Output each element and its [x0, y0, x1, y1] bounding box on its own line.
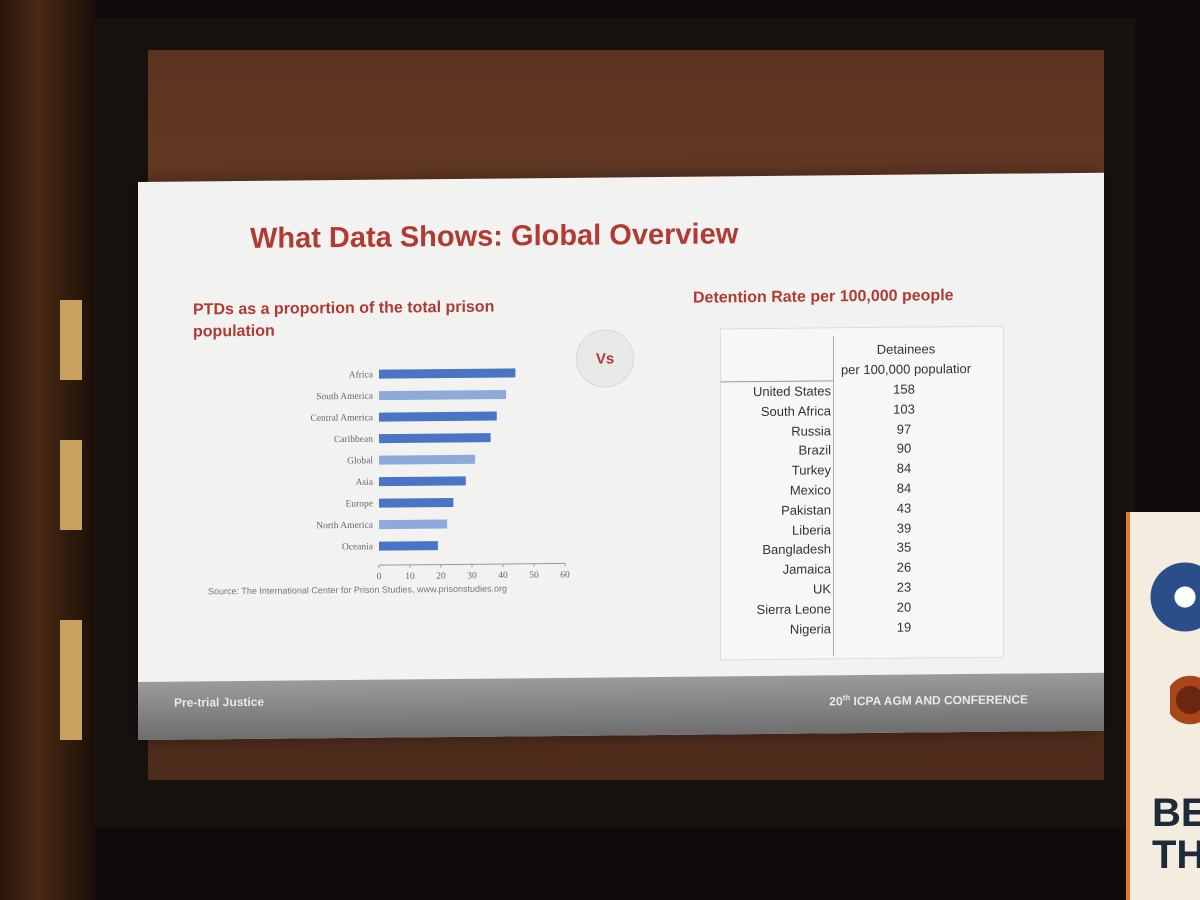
table-value-cell: 39	[896, 520, 912, 536]
chart-bar	[379, 411, 497, 422]
chart-x-tick-label: 40	[498, 571, 508, 581]
banner-line-1: BE	[1152, 791, 1200, 835]
table-value-cell: 97	[896, 421, 912, 437]
detention-table: Detainees per 100,000 populatior 158 103 9…	[720, 325, 1004, 661]
table-country-cell: Pakistan	[781, 502, 831, 518]
flower-icon	[1170, 672, 1200, 728]
chart-bar	[379, 497, 454, 508]
chart-x-tick-label: 30	[467, 571, 477, 581]
vs-label: Vs	[595, 349, 615, 368]
slide-footer: Pre-trial Justice 20th ICPA AGM AND CONF…	[138, 672, 1104, 740]
table-country-cell: Jamaica	[782, 561, 831, 577]
ptd-bar-chart: Africa South America Central America Caribb…	[310, 368, 570, 582]
decor-stripe	[60, 620, 82, 740]
footer-number: 20	[829, 694, 843, 709]
table-value-cell: 158	[893, 381, 915, 397]
table-value-cell: 84	[896, 480, 912, 496]
table-value-cell: 35	[896, 539, 912, 556]
conference-banner: BE TH	[1126, 512, 1200, 900]
chart-x-tick-label: 0	[377, 572, 382, 582]
table-country-cell: Turkey	[791, 462, 831, 478]
table-value-cell: 43	[896, 500, 912, 516]
banner-line-2: TH	[1152, 833, 1200, 877]
chart-bar	[379, 368, 516, 379]
chart-x-tick-label: 10	[405, 572, 415, 582]
decor-stripe	[60, 300, 82, 380]
chart-x-tick-label: 60	[560, 570, 570, 580]
chart-x-tick-label: 20	[436, 572, 446, 582]
chart-bar	[379, 389, 507, 401]
table-value-cell: 103	[893, 401, 915, 417]
chart-bar	[379, 519, 448, 530]
table-country-cell: Brazil	[798, 442, 831, 459]
slide-title: What Data Shows: Global Overview	[250, 218, 739, 255]
banner-text: BE TH	[1152, 792, 1200, 876]
footer-right-text: 20th ICPA AGM AND CONFERENCE	[829, 691, 1028, 708]
chart-bar	[379, 454, 476, 465]
footer-left-text: Pre-trial Justice	[174, 694, 265, 710]
chart-category-label: Africa	[349, 369, 374, 380]
table-country-cell: United States	[752, 383, 831, 400]
table-country-cell: Bangladesh	[762, 541, 831, 558]
table-country-cell: Mexico	[789, 482, 831, 498]
chart-bar	[379, 541, 438, 551]
presentation-slide: What Data Shows: Global Overview PTDs as…	[138, 172, 1104, 740]
conference-logo-icon	[1150, 552, 1200, 642]
chart-category-label: South America	[316, 392, 374, 403]
chart-bar	[379, 433, 491, 444]
table-value-cell: 19	[896, 619, 912, 635]
table-value-cell: 84	[896, 460, 912, 476]
footer-conference: ICPA AGM AND CONFERENCE	[850, 692, 1028, 709]
vs-badge: Vs	[576, 329, 634, 388]
decor-stripe	[60, 440, 82, 530]
chart-category-label: Global	[347, 456, 373, 466]
value-column: 158 103 97 90 84 84 43 39 35 26 23 20 19	[833, 334, 974, 657]
table-value-cell: 20	[896, 599, 912, 615]
table-country-cell: UK	[812, 581, 831, 597]
chart-category-label: Oceania	[342, 542, 374, 552]
table-country-cell: Sierra Leone	[756, 601, 831, 617]
chart-category-label: Central America	[310, 413, 373, 424]
chart-x-tick-label: 50	[529, 571, 539, 581]
room-wall-left	[0, 0, 95, 900]
chart-category-label: Europe	[346, 499, 373, 509]
chart-category-label: Asia	[356, 478, 374, 488]
chart-source: Source: The International Center for Pri…	[208, 583, 507, 597]
table-value-cell: 23	[896, 579, 912, 595]
table-value-cell: 26	[896, 559, 912, 575]
chart-title: PTDs as a proportion of the total prison…	[193, 298, 495, 341]
country-column: United States South Africa Russia Brazil Tur…	[721, 380, 833, 640]
table-country-cell: Liberia	[791, 521, 831, 538]
table-country-cell: Nigeria	[789, 620, 831, 637]
chart-bar	[379, 476, 466, 487]
chart-category-label: North America	[316, 521, 373, 532]
table-heading: Detention Rate per 100,000 people	[693, 287, 954, 307]
chart-category-label: Caribbean	[334, 435, 373, 445]
table-country-cell: Russia	[791, 422, 831, 439]
table-country-cell: South Africa	[760, 403, 831, 419]
table-value-cell: 90	[896, 440, 912, 457]
